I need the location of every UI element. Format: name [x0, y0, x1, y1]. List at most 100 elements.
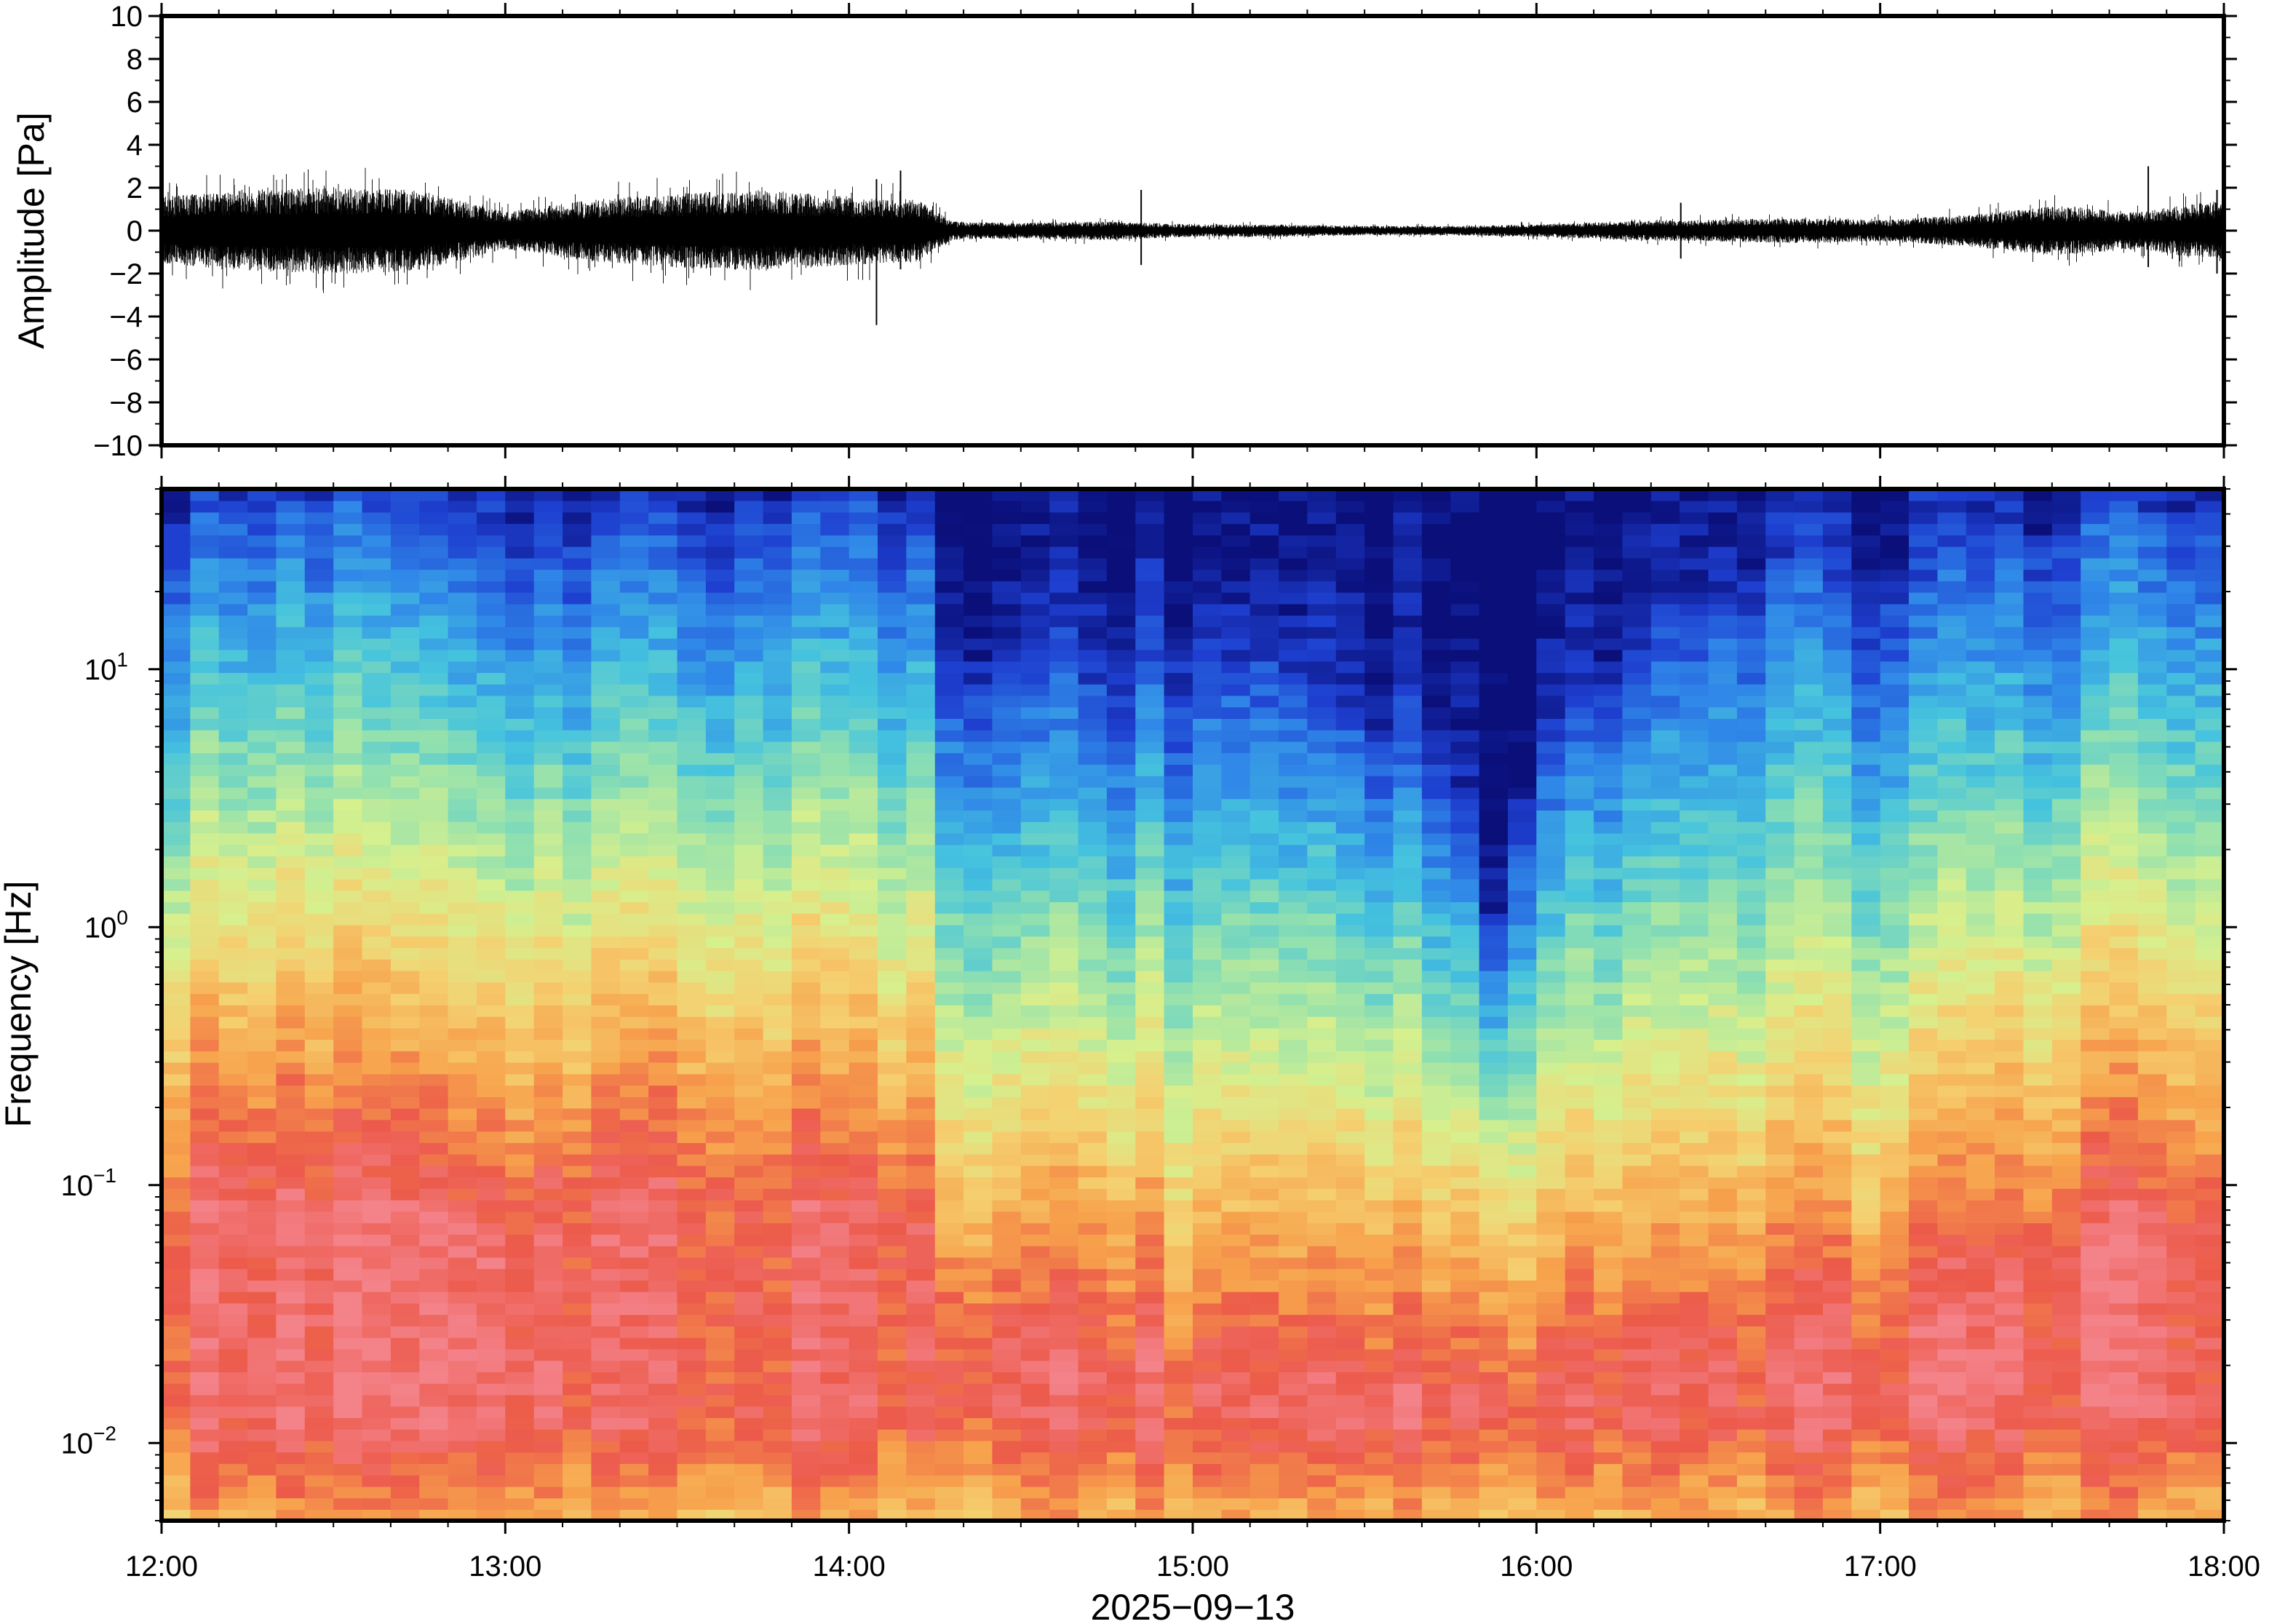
spectrogram-cell [591, 1463, 621, 1476]
spectrogram-cell [763, 924, 792, 937]
spectrogram-cell [1450, 1245, 1480, 1258]
spectrogram-cell [448, 592, 477, 605]
spectrogram-cell [218, 1039, 248, 1051]
spectrogram-cell [1249, 1406, 1279, 1418]
spectrogram-cell [1221, 661, 1251, 673]
spectrogram-cell [1221, 695, 1251, 708]
spectrogram-cell [1680, 1085, 1709, 1097]
spectrogram-cell [1650, 787, 1680, 800]
spectrogram-cell [705, 603, 736, 616]
spectrogram-cell [1536, 1131, 1566, 1143]
spectrogram-cell [1364, 1314, 1394, 1326]
spectrogram-cell [849, 1463, 878, 1476]
spectrogram-cell [448, 1165, 477, 1178]
spectrogram-cell [1020, 787, 1050, 800]
spectrogram-cell [218, 1005, 248, 1017]
spectrogram-cell [1393, 844, 1423, 856]
spectrogram-cell [619, 1062, 649, 1075]
spectrogram-cell [190, 856, 220, 868]
spectrogram-cell [477, 1429, 506, 1441]
spectrogram-cell [333, 626, 363, 639]
spectrogram-cell [1450, 1475, 1480, 1487]
spectrogram-cell [190, 661, 220, 673]
spectrogram-cell [791, 592, 822, 605]
spectrogram-cell [705, 764, 736, 776]
spectrogram-cell [963, 1245, 993, 1258]
spectrogram-cell [1279, 867, 1308, 880]
spectrogram-cell [1364, 1245, 1394, 1258]
spectrogram-cell [763, 1073, 792, 1086]
spectrogram-cell [1106, 683, 1137, 696]
spectrogram-cell [1364, 1199, 1394, 1212]
spectrogram-cell [906, 1039, 936, 1051]
spectrogram-cell [677, 1119, 707, 1132]
spectrogram-cell [362, 959, 392, 971]
spectrogram-cell [677, 993, 707, 1006]
spectrogram-cell [1164, 1291, 1193, 1304]
spectrogram-cell [591, 1177, 621, 1189]
spectrogram-cell [849, 1372, 878, 1384]
spectrogram-cell [1393, 1257, 1423, 1270]
spectrogram-cell [1364, 489, 1394, 501]
spectrogram-cell [1622, 856, 1652, 868]
spectrogram-cell [677, 1302, 707, 1315]
spectrogram-cell [820, 1153, 850, 1166]
spectrogram-cell [734, 683, 764, 696]
spectrogram-cell [1106, 1302, 1137, 1315]
spectrogram-cell [963, 512, 993, 525]
spectrogram-cell [934, 1177, 964, 1189]
spectrogram-cell [247, 959, 277, 971]
spectrogram-cell [1565, 683, 1594, 696]
spectrogram-cell [791, 557, 822, 570]
spectrogram-cell [1393, 856, 1423, 868]
spectrogram-cell [591, 810, 621, 822]
spectrogram-cell [1135, 1016, 1165, 1029]
spectrogram-cell [906, 672, 936, 685]
spectrogram-cell [218, 924, 248, 937]
spectrogram-cell [1622, 535, 1652, 547]
spectrogram-cell [505, 959, 535, 971]
spectrogram-cell [1594, 649, 1624, 662]
spectrogram-cell [992, 1497, 1022, 1510]
spectrogram-cell [1279, 924, 1308, 937]
spectrogram-cell [878, 901, 907, 914]
spectrogram-cell [276, 489, 306, 501]
spectrogram-cell [448, 1085, 477, 1097]
spectrogram-cell [1020, 1348, 1050, 1361]
spectrogram-cell [1335, 1302, 1365, 1315]
spectrogram-cell [1279, 626, 1308, 639]
spectrogram-cell [1364, 581, 1394, 593]
spectrogram-cell [1020, 1326, 1050, 1338]
spectrogram-cell [1565, 924, 1594, 937]
spectrogram-cell [1680, 637, 1709, 650]
spectrogram-cell [218, 982, 248, 995]
spectrogram-cell [1508, 1440, 1538, 1453]
spectrogram-cell [1594, 1348, 1624, 1361]
spectrogram-cell [1335, 959, 1365, 971]
spectrogram-cell [734, 1222, 764, 1235]
spectrogram-cell [1135, 1211, 1165, 1224]
spectrogram-cell [734, 1314, 764, 1326]
spectrogram-cell [1393, 1016, 1423, 1029]
spectrogram-cell [1508, 1085, 1538, 1097]
spectrogram-cell [1680, 913, 1709, 926]
spectrogram-cell [992, 1051, 1022, 1063]
spectrogram-cell [705, 672, 736, 685]
spectrogram-cell [1279, 982, 1308, 995]
spectrogram-cell [1565, 1326, 1594, 1338]
spectrogram-cell [705, 1452, 736, 1465]
spectrogram-cell [791, 1509, 822, 1521]
spectrogram-cell [648, 1234, 678, 1246]
spectrogram-cell [1508, 500, 1538, 513]
spectrogram-cell [1594, 741, 1624, 754]
spectrogram-cell [190, 1291, 220, 1304]
spectrogram-cell [477, 1222, 506, 1235]
spectrogram-cell [1307, 1348, 1337, 1361]
spectrogram-cell [1479, 1131, 1509, 1143]
spectrogram-cell [1249, 1382, 1279, 1396]
spectrogram-cell [218, 1463, 248, 1476]
spectrogram-cell [1221, 1509, 1251, 1521]
spectrogram-cell [1193, 1406, 1223, 1418]
spectrogram-cell [619, 500, 649, 513]
spectrogram-cell [1164, 1440, 1193, 1453]
